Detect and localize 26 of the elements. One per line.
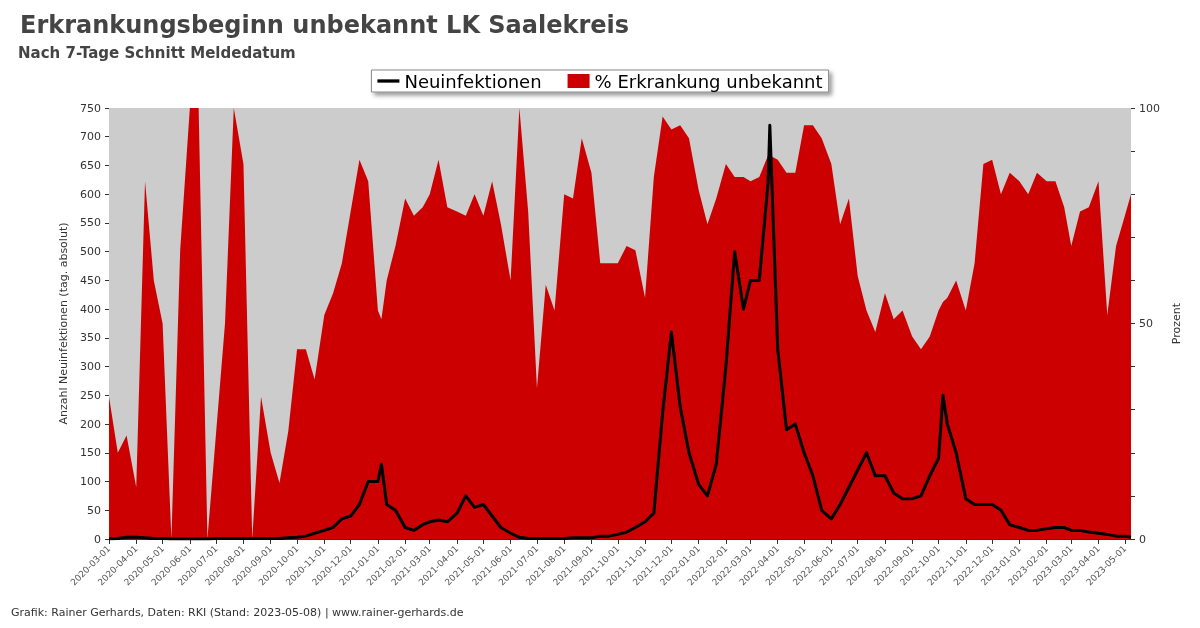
text: Grafik: Rainer Gerhards, Daten: RKI (Stand: 2023-05-08) | www.rainer-gerhards.de bbox=[11, 606, 464, 619]
y2-tick-label: 100 bbox=[1139, 101, 1160, 115]
y-tick-label: 700 bbox=[80, 130, 101, 144]
y2-tick-label: 0 bbox=[1139, 532, 1146, 546]
y-tick-label: 500 bbox=[80, 245, 101, 259]
legend-label: % Erkrankung unbekannt bbox=[594, 70, 823, 92]
y-tick-label: 400 bbox=[80, 302, 101, 316]
y-tick-label: 250 bbox=[80, 388, 101, 402]
legend-label: Neuinfektionen bbox=[404, 70, 542, 92]
y-tick-label: 200 bbox=[80, 417, 101, 431]
y-tick-label: 0 bbox=[94, 532, 101, 546]
y2-tick-label: 50 bbox=[1139, 317, 1153, 330]
y-axis-title: Anzahl Neuinfektionen (tag. absolut) bbox=[57, 222, 71, 425]
y-tick-label: 50 bbox=[87, 503, 101, 517]
chart-subtitle: Nach 7-Tage Schnitt Meldedatum bbox=[18, 43, 296, 62]
chart-title: Erkrankungsbeginn unbekannt LK Saalekreis bbox=[20, 11, 630, 39]
y-tick-label: 550 bbox=[80, 216, 101, 230]
y-tick-label: 300 bbox=[80, 360, 101, 374]
y-tick-label: 600 bbox=[80, 187, 101, 201]
y-tick-label: 150 bbox=[80, 446, 101, 460]
y-tick-label: 750 bbox=[80, 101, 101, 115]
y-tick-label: 100 bbox=[80, 475, 101, 489]
y2-axis-title: Prozent bbox=[1169, 302, 1183, 345]
y-tick-label: 350 bbox=[80, 331, 101, 345]
y-tick-label: 650 bbox=[80, 158, 101, 172]
y-tick-label: 450 bbox=[80, 273, 101, 287]
